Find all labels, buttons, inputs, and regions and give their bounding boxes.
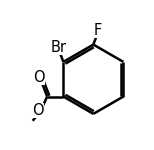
Text: O: O (32, 103, 44, 118)
Text: O: O (33, 70, 44, 85)
Text: Br: Br (51, 40, 67, 55)
Text: F: F (94, 23, 102, 38)
